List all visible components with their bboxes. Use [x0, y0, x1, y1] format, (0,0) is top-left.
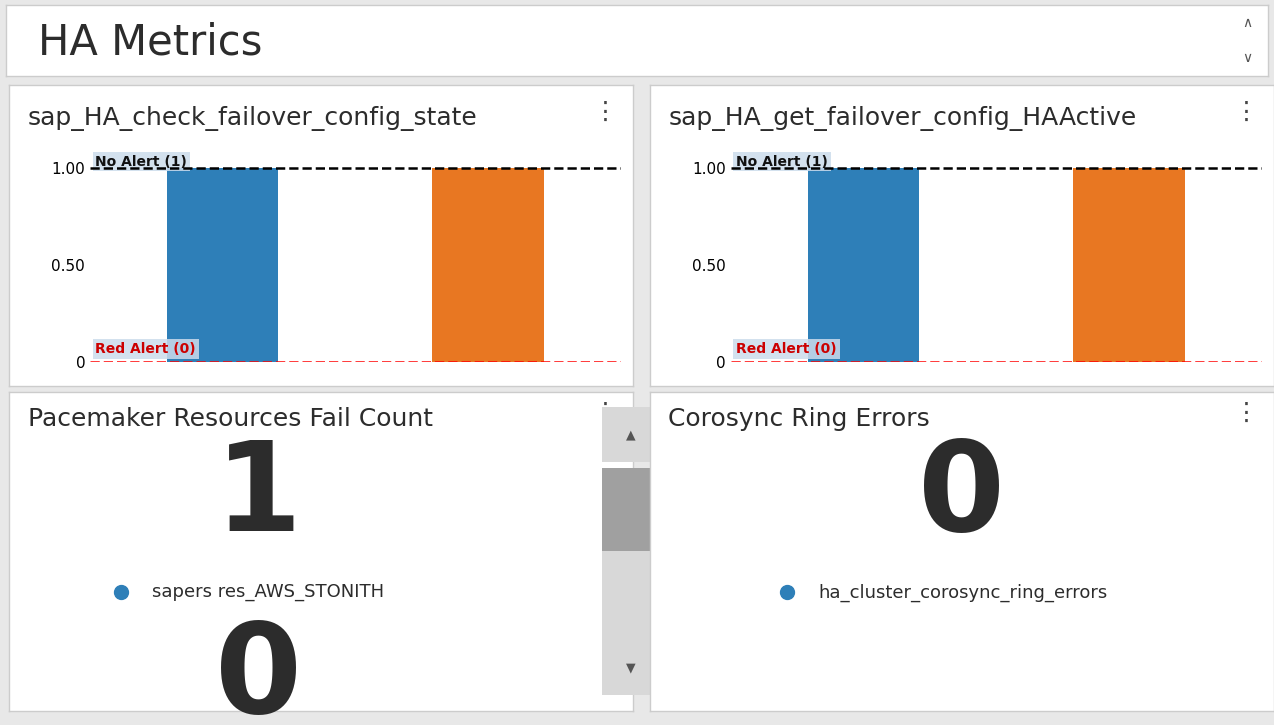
Text: Red Alert (0): Red Alert (0)	[96, 341, 196, 356]
Text: ⋮: ⋮	[1233, 100, 1259, 124]
Bar	[808, 168, 920, 362]
Text: ha_cluster_corosync_ring_errors: ha_cluster_corosync_ring_errors	[818, 584, 1107, 602]
Text: ⋮: ⋮	[592, 401, 618, 425]
Text: HA Metrics: HA Metrics	[38, 21, 262, 63]
Text: sap_HA_get_failover_config_HAActive: sap_HA_get_failover_config_HAActive	[669, 106, 1136, 131]
Text: sapers res_AWS_STONITH: sapers res_AWS_STONITH	[153, 584, 385, 602]
Bar	[432, 168, 544, 362]
Text: No Alert (1): No Alert (1)	[96, 154, 187, 169]
Bar	[1073, 168, 1185, 362]
Text: Red Alert (0): Red Alert (0)	[736, 341, 837, 356]
Text: ⋮: ⋮	[1233, 401, 1259, 425]
Text: 0: 0	[919, 436, 1005, 558]
Text: 1: 1	[215, 436, 302, 558]
Text: sap_HA_check_failover_config_state: sap_HA_check_failover_config_state	[28, 106, 478, 131]
Text: ▲: ▲	[626, 428, 636, 441]
Text: 0: 0	[215, 618, 302, 725]
Text: Corosync Ring Errors: Corosync Ring Errors	[669, 407, 930, 431]
Text: Pacemaker Resources Fail Count: Pacemaker Resources Fail Count	[28, 407, 433, 431]
Text: ∧: ∧	[1242, 16, 1252, 30]
Text: ∨: ∨	[1242, 51, 1252, 65]
Text: No Alert (1): No Alert (1)	[736, 154, 828, 169]
Text: ▼: ▼	[626, 661, 636, 674]
Bar	[167, 168, 279, 362]
Text: ⋮: ⋮	[592, 100, 618, 124]
